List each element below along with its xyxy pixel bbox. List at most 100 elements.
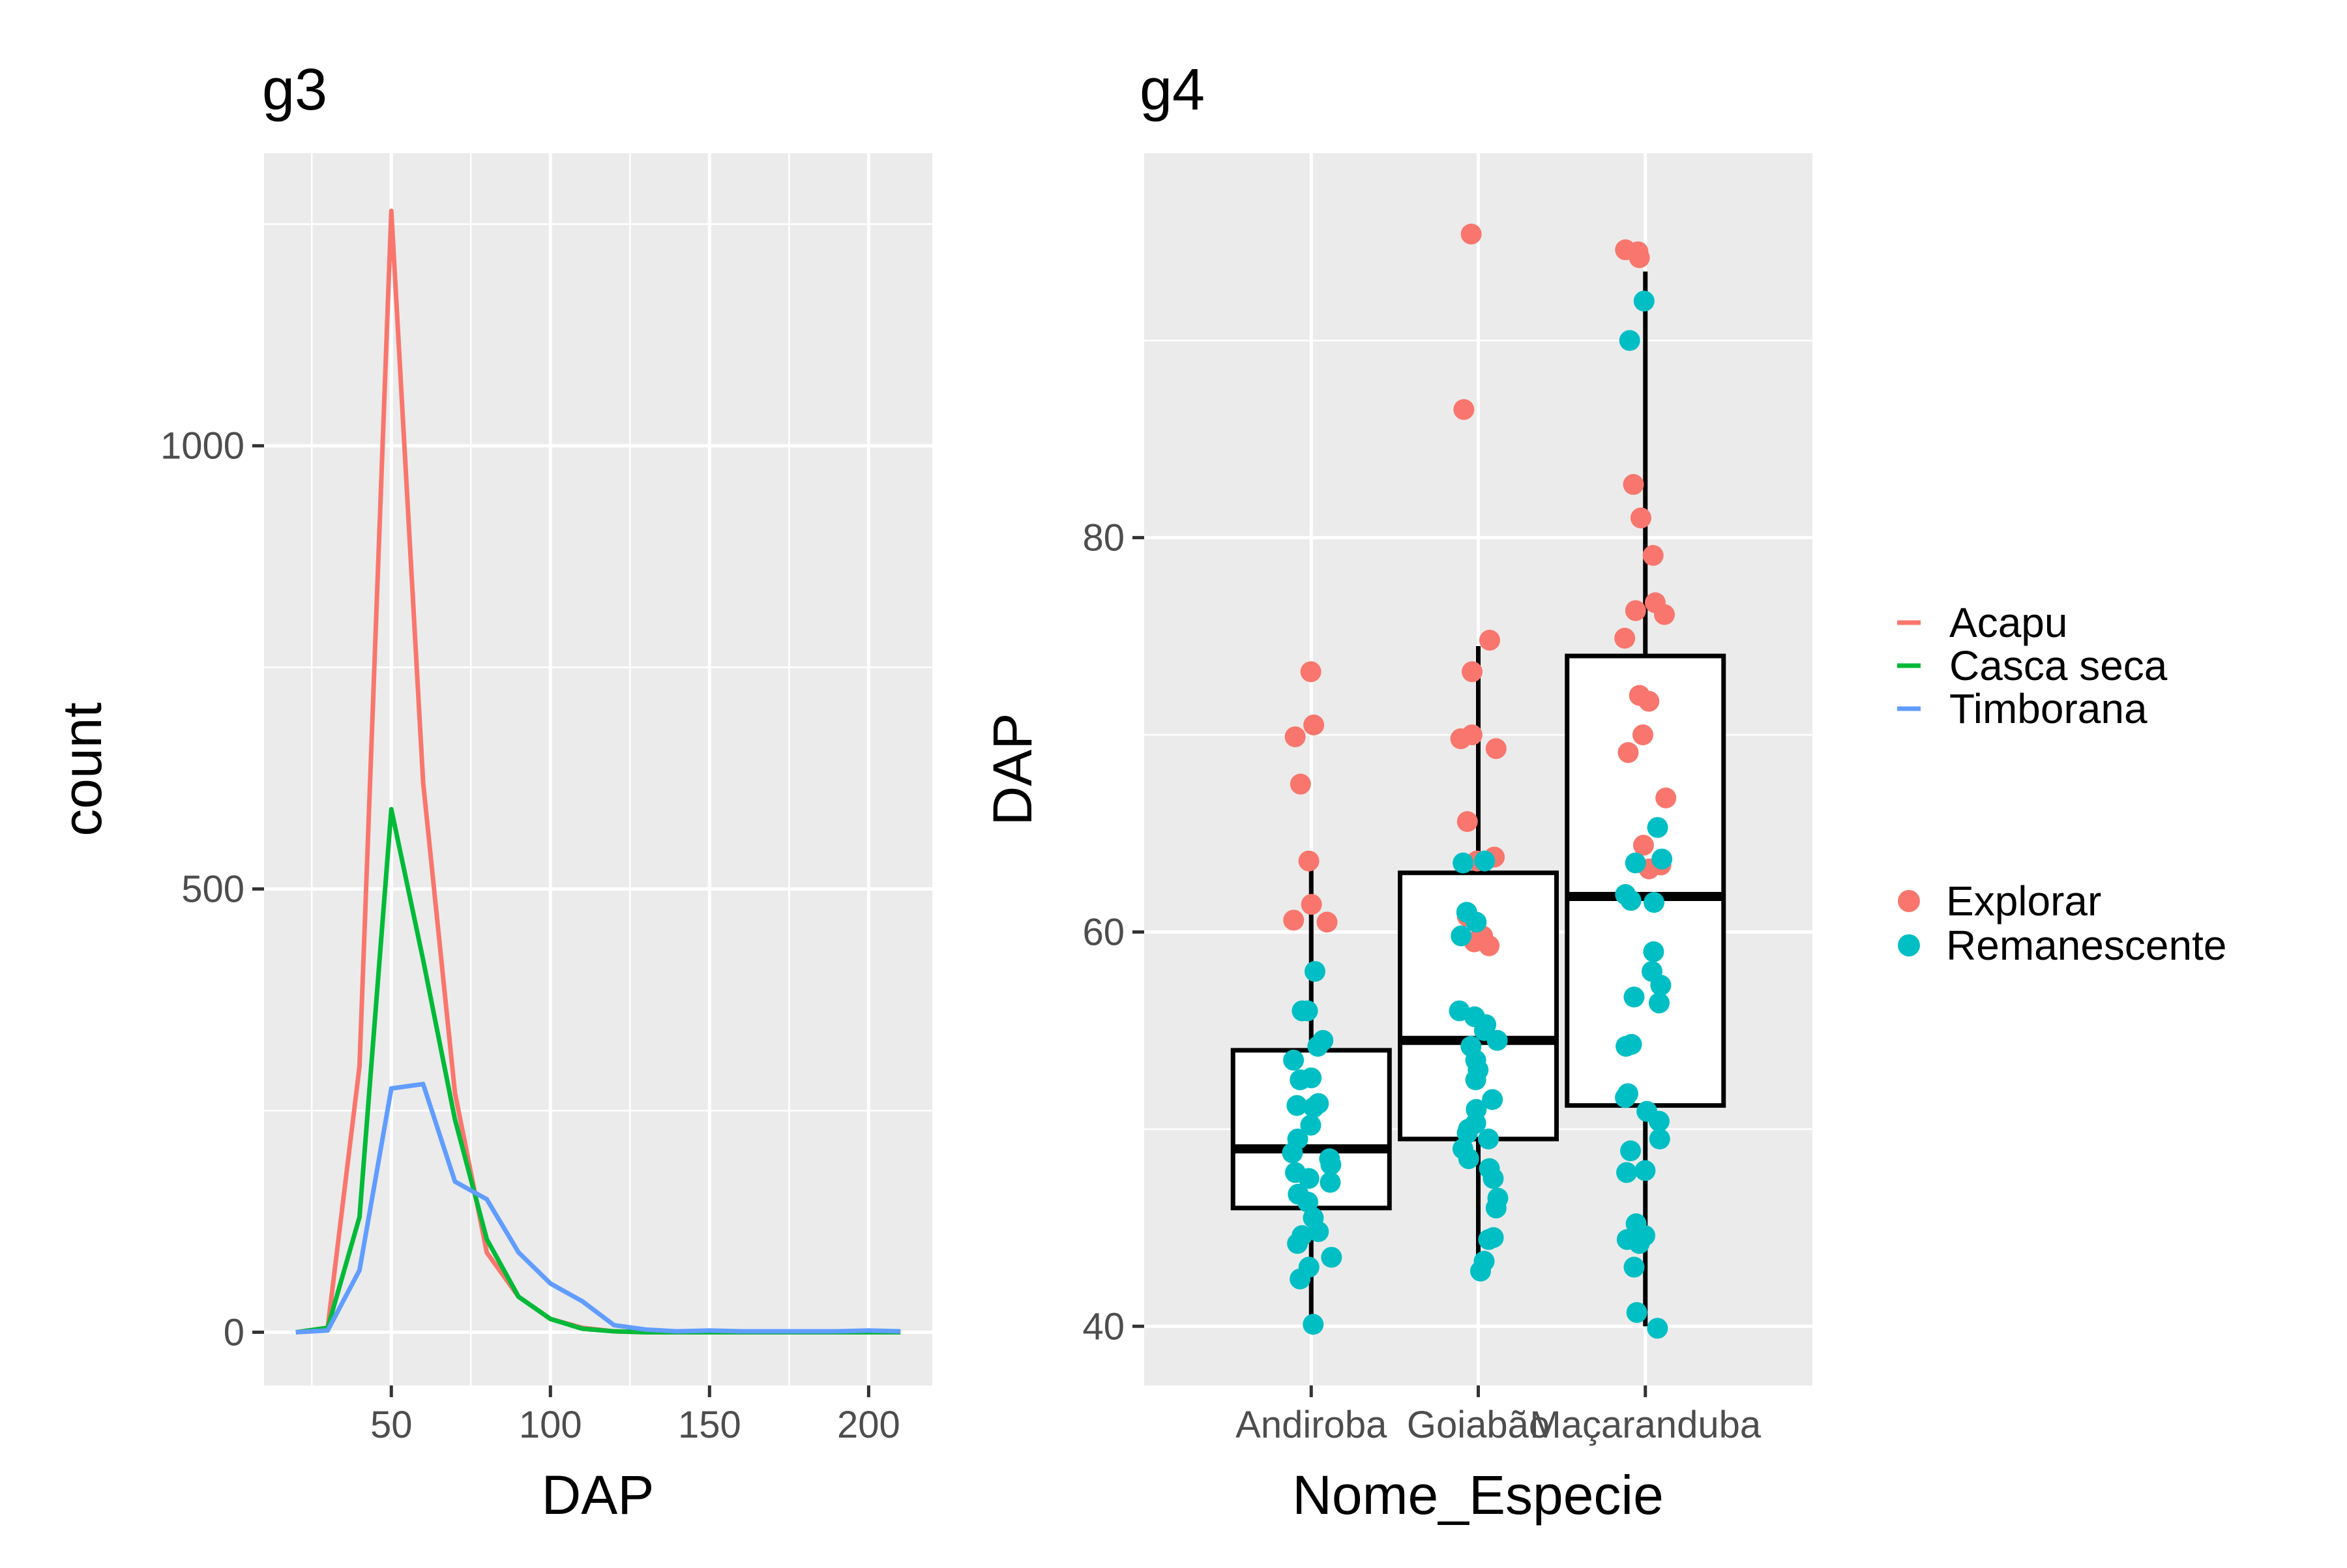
point-explorar xyxy=(1290,773,1311,795)
point-remanescente xyxy=(1298,1168,1320,1189)
point-explorar xyxy=(1632,835,1654,856)
point-remanescente xyxy=(1469,1260,1491,1282)
point-remanescente xyxy=(1626,1302,1647,1324)
point-remanescente xyxy=(1466,911,1487,933)
point-remanescente xyxy=(1620,1140,1642,1162)
point-remanescente xyxy=(1286,1095,1308,1116)
point-explorar xyxy=(1283,910,1305,931)
panel-g4-title: g4 xyxy=(1140,57,1205,123)
point-remanescente xyxy=(1486,1029,1508,1051)
panel-g3-x-axis-title: DAP xyxy=(542,1464,655,1526)
panel-g4-points xyxy=(1282,223,1677,1339)
point-explorar xyxy=(1479,629,1500,651)
point-explorar xyxy=(1300,661,1321,683)
point-remanescente xyxy=(1615,1087,1636,1108)
point-explorar xyxy=(1632,724,1653,746)
g3-y-tick-label: 0 xyxy=(224,1311,244,1354)
box-iqr xyxy=(1398,870,1559,1142)
panel-g3-background xyxy=(264,153,932,1385)
g3-x-tick-label: 200 xyxy=(837,1404,900,1446)
point-remanescente xyxy=(1304,960,1325,982)
panel-g4-y-axis-title: DAP xyxy=(982,713,1043,826)
point-remanescente xyxy=(1651,848,1673,870)
point-remanescente xyxy=(1283,1050,1305,1071)
point-remanescente xyxy=(1308,1221,1329,1243)
point-remanescente xyxy=(1616,1035,1637,1057)
g3-y-tick-label: 1000 xyxy=(160,425,244,467)
point-remanescente xyxy=(1633,290,1655,312)
point-remanescente xyxy=(1320,1154,1342,1176)
point-explorar xyxy=(1655,787,1677,808)
point-explorar xyxy=(1642,544,1664,566)
point-remanescente xyxy=(1303,1097,1325,1118)
point-remanescente xyxy=(1292,1000,1313,1022)
point-explorar xyxy=(1284,726,1306,748)
point-explorar xyxy=(1450,728,1471,750)
point-remanescente xyxy=(1619,330,1640,351)
point-explorar xyxy=(1625,600,1646,621)
point-remanescente xyxy=(1648,1110,1670,1132)
point-remanescente xyxy=(1307,1035,1329,1057)
g4-x-tick-label: Andiroba xyxy=(1235,1404,1387,1446)
point-remanescente xyxy=(1616,1162,1638,1183)
point-remanescente xyxy=(1482,1089,1503,1110)
point-remanescente xyxy=(1625,852,1646,874)
box-iqr xyxy=(1565,653,1726,1108)
panel-g4-x-axis-title: Nome_Especie xyxy=(1292,1464,1664,1526)
point-remanescente xyxy=(1456,1122,1478,1144)
point-remanescente xyxy=(1297,1191,1319,1213)
series-line-timborana xyxy=(295,1082,901,1335)
point-remanescente xyxy=(1650,975,1672,996)
point-explorar xyxy=(1303,714,1325,735)
point-remanescente xyxy=(1303,1314,1324,1335)
point-explorar xyxy=(1460,223,1482,244)
point-remanescente xyxy=(1483,1168,1504,1189)
point-remanescente xyxy=(1649,1129,1670,1149)
point-explorar xyxy=(1485,738,1507,760)
panel-g3-y-axis-title: count xyxy=(52,702,113,836)
legend-key-explorar xyxy=(1898,890,1920,912)
legend-label: Timborana xyxy=(1949,685,2148,732)
point-remanescente xyxy=(1485,1197,1507,1219)
panel-g3-title: g3 xyxy=(262,57,327,123)
point-explorar xyxy=(1630,507,1651,529)
point-remanescente xyxy=(1634,1160,1656,1181)
point-explorar xyxy=(1461,661,1483,683)
legend-label: Casca seca xyxy=(1949,642,2168,689)
point-remanescente xyxy=(1623,1256,1645,1278)
point-remanescente xyxy=(1300,1114,1321,1136)
point-explorar xyxy=(1623,474,1644,496)
point-explorar xyxy=(1301,894,1322,915)
point-explorar xyxy=(1653,604,1675,625)
legend-label: Remanescente xyxy=(1946,922,2226,969)
point-remanescente xyxy=(1287,1233,1308,1254)
point-remanescente xyxy=(1451,925,1472,947)
point-explorar xyxy=(1456,811,1478,833)
g3-y-tick-label: 500 xyxy=(181,868,244,911)
point-remanescente xyxy=(1644,892,1665,913)
point-remanescente xyxy=(1620,890,1642,911)
g3-x-tick-label: 50 xyxy=(370,1404,413,1446)
g3-x-tick-label: 100 xyxy=(519,1404,582,1446)
point-remanescente xyxy=(1643,941,1664,962)
legend-label: Acapu xyxy=(1949,599,2067,646)
point-explorar xyxy=(1316,911,1338,933)
point-explorar xyxy=(1298,850,1320,872)
g4-x-tick-label: Maçaranduba xyxy=(1529,1404,1761,1446)
point-remanescente xyxy=(1647,1318,1668,1339)
point-explorar xyxy=(1453,399,1475,421)
g4-y-tick-label: 60 xyxy=(1082,911,1125,953)
g4-x-tick-label: Goiabão xyxy=(1407,1404,1550,1446)
point-remanescente xyxy=(1629,1233,1650,1254)
point-explorar xyxy=(1638,690,1660,712)
g3-x-tick-label: 150 xyxy=(678,1404,741,1446)
point-remanescente xyxy=(1290,1268,1311,1290)
point-remanescente xyxy=(1458,1148,1479,1170)
point-remanescente xyxy=(1474,850,1496,872)
panel-g3-axes: 50 100 150 200 0 500 1000 xyxy=(160,425,900,1446)
